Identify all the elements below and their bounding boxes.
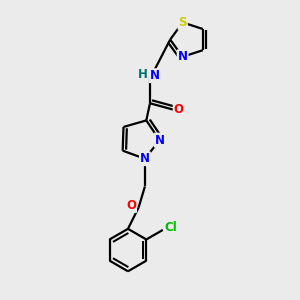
Text: H: H (138, 68, 148, 81)
Text: O: O (174, 103, 184, 116)
Text: S: S (178, 16, 187, 29)
Text: N: N (154, 134, 164, 147)
Text: N: N (140, 152, 150, 165)
Text: O: O (126, 199, 136, 212)
Text: N: N (178, 50, 188, 63)
Text: N: N (150, 69, 160, 82)
Text: Cl: Cl (164, 221, 177, 234)
